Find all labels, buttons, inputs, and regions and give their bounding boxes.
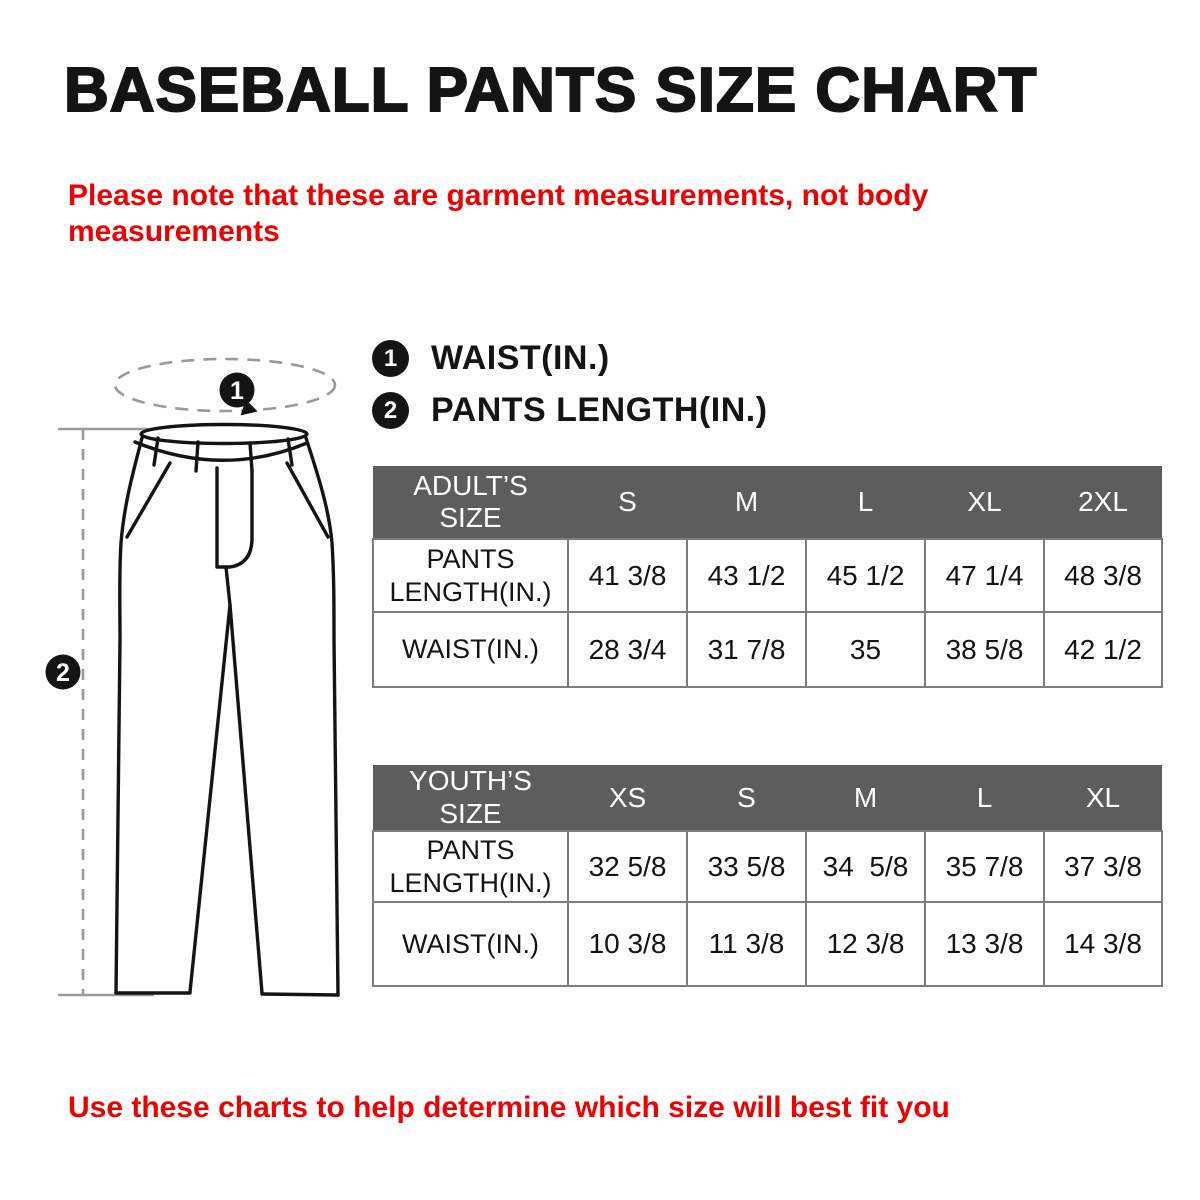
size-column-header: XL (1044, 765, 1162, 831)
legend-item-pants-length: 2 PANTS LENGTH(IN.) (372, 391, 768, 430)
measurement-value-cell: 35 7/8 (924, 830, 1045, 903)
measurement-value-cell: 31 7/8 (686, 611, 807, 688)
pants-measurement-diagram: 1 2 (45, 357, 340, 997)
waist-guide-ellipse (113, 357, 337, 413)
legend-marker-2-icon: 2 (372, 392, 409, 429)
measurement-value-cell: 10 3/8 (567, 901, 688, 987)
size-column-header: M (687, 466, 806, 539)
size-column-header: S (687, 765, 806, 831)
measurement-value-cell: 47 1/4 (924, 538, 1045, 613)
measurement-value-cell: 28 3/4 (567, 611, 688, 688)
measurement-value-cell: 37 3/8 (1043, 830, 1163, 903)
pants-outline (114, 422, 340, 997)
diagram-marker-2: 2 (45, 654, 81, 690)
measurement-value-cell: 13 3/8 (924, 901, 1045, 987)
size-column-header: M (806, 765, 925, 831)
measurement-legend: 1 WAIST(IN.) 2 PANTS LENGTH(IN.) (372, 339, 768, 430)
size-column-header: XS (568, 765, 687, 831)
fit-advice-note: Use these charts to help determine which… (68, 1091, 950, 1124)
svg-text:1: 1 (230, 377, 244, 405)
diagram-marker-1: 1 (219, 372, 255, 408)
svg-text:2: 2 (56, 659, 70, 687)
size-table: YOUTH’S SIZE XS S M L XL PANTS LENGTH(IN.) 32 … (372, 765, 1163, 987)
measurement-value-cell: 14 3/8 (1043, 901, 1163, 987)
measurement-value-cell: 38 5/8 (924, 611, 1045, 688)
measurement-row-label: PANTS LENGTH(IN.) (372, 830, 569, 903)
legend-label-waist: WAIST(IN.) (431, 339, 610, 377)
size-column-header: L (925, 765, 1044, 831)
measurement-value-cell: 43 1/2 (686, 538, 807, 613)
size-column-header: 2XL (1044, 466, 1162, 539)
size-table-corner-label: YOUTH’S SIZE (373, 765, 568, 831)
measurement-value-cell: 35 (805, 611, 926, 688)
size-column-header: XL (925, 466, 1044, 539)
measurement-value-cell: 11 3/8 (686, 901, 807, 987)
size-table-row: WAIST(IN.) 28 3/4 31 7/8 35 38 5/8 42 1/2 (372, 611, 1163, 688)
measurement-value-cell: 48 3/8 (1043, 538, 1163, 613)
size-table-header-row: ADULT’S SIZE S M L XL 2XL (373, 466, 1162, 539)
measurement-value-cell: 45 1/2 (805, 538, 926, 613)
page-title: BASEBALL PANTS SIZE CHART (63, 56, 1038, 125)
size-table-row: PANTS LENGTH(IN.) 32 5/8 33 5/8 34 5/8 35 7/… (372, 830, 1163, 903)
measurement-value-cell: 34 5/8 (805, 830, 926, 903)
size-column-header: S (568, 466, 687, 539)
measurement-value-cell: 41 3/8 (567, 538, 688, 613)
measurement-row-label: PANTS LENGTH(IN.) (372, 538, 569, 613)
size-table-corner-label: ADULT’S SIZE (373, 466, 568, 539)
measurement-row-label: WAIST(IN.) (372, 901, 569, 987)
measurement-value-cell: 33 5/8 (686, 830, 807, 903)
garment-measurement-note: Please note that these are garment measu… (68, 179, 929, 248)
size-table-header-row: YOUTH’S SIZE XS S M L XL (373, 765, 1162, 831)
legend-marker-1-icon: 1 (372, 340, 409, 377)
measurement-value-cell: 42 1/2 (1043, 611, 1163, 688)
measurement-row-label: WAIST(IN.) (372, 611, 569, 688)
size-column-header: L (806, 466, 925, 539)
size-table-row: WAIST(IN.) 10 3/8 11 3/8 12 3/8 13 3/8 14 3/8 (372, 901, 1163, 987)
legend-item-waist: 1 WAIST(IN.) (372, 339, 768, 378)
size-table: ADULT’S SIZE S M L XL 2XL PANTS LENGTH(IN.) 41… (372, 466, 1163, 688)
legend-label-pants-length: PANTS LENGTH(IN.) (431, 391, 768, 429)
measurement-value-cell: 12 3/8 (805, 901, 926, 987)
size-table-row: PANTS LENGTH(IN.) 41 3/8 43 1/2 45 1/2 47 1/… (372, 538, 1163, 613)
measurement-value-cell: 32 5/8 (567, 830, 688, 903)
